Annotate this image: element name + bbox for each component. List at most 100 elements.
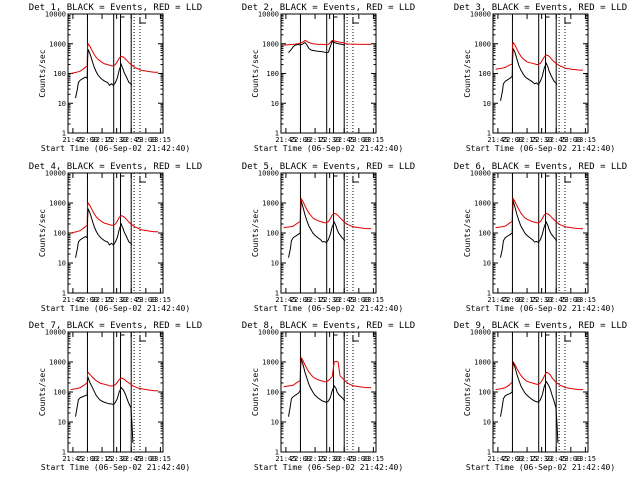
x-tick-label: 22:30 <box>319 455 340 463</box>
y-axis-label: Counts/sec <box>463 368 472 416</box>
y-tick-label: 100 <box>53 70 66 78</box>
y-tick-label: 1000 <box>474 359 491 367</box>
detector-panel-8: Det 8, BLACK = Events, RED = LLD 1 10 100 10… <box>242 321 415 472</box>
marker-flag <box>564 176 571 183</box>
x-tick-label: 21:45 <box>62 455 83 463</box>
lld-series-line <box>495 197 584 230</box>
lld-series-line <box>283 39 372 46</box>
plot-frame <box>67 172 164 294</box>
y-tick-label: 100 <box>478 230 491 238</box>
x-tick-label: 22:45 <box>546 136 567 144</box>
plot-frame <box>67 331 164 453</box>
events-series-line <box>75 208 133 258</box>
x-tick-label: 22:15 <box>92 296 113 304</box>
plot-frame <box>492 172 589 294</box>
y-tick-label: 10000 <box>470 11 491 19</box>
lld-series-line <box>283 356 372 389</box>
x-axis-label: Start Time (06-Sep-02 21:42:40) <box>466 463 615 472</box>
y-tick-label: 10 <box>483 419 491 427</box>
marker-flag <box>139 335 146 342</box>
x-tick-label: 23:00 <box>348 136 369 144</box>
y-tick-label: 10 <box>271 260 279 268</box>
y-tick-label: 100 <box>266 389 279 397</box>
y-tick-label: 10000 <box>258 329 279 337</box>
x-tick-label: 22:30 <box>319 136 340 144</box>
x-tick-label: 23:00 <box>348 455 369 463</box>
y-tick-label: 10 <box>483 260 491 268</box>
y-tick-label: 1 <box>275 290 279 298</box>
x-tick-label: 23:15 <box>575 296 596 304</box>
events-series-line <box>500 48 558 101</box>
plot-frame <box>492 331 589 453</box>
x-tick-label: 22:30 <box>531 136 552 144</box>
plot-frame <box>280 13 377 134</box>
panel-title: Det 8, BLACK = Events, RED = LLD <box>242 321 415 331</box>
y-tick-label: 10000 <box>258 11 279 19</box>
x-tick-label: 22:15 <box>92 455 113 463</box>
x-tick-label: 22:45 <box>121 296 142 304</box>
marker-flag <box>139 176 146 183</box>
x-tick-label: 22:15 <box>305 455 326 463</box>
detector-panel-6: Det 6, BLACK = Events, RED = LLD 1 10 100 10… <box>454 162 627 313</box>
x-tick-label: 22:00 <box>502 296 523 304</box>
x-tick-label: 23:00 <box>560 455 581 463</box>
events-series-line <box>288 358 346 417</box>
y-axis-label: Counts/sec <box>463 209 472 257</box>
y-tick-label: 10000 <box>45 11 66 19</box>
x-tick-label: 21:45 <box>62 136 83 144</box>
x-tick-label: 21:45 <box>275 136 296 144</box>
y-tick-label: 1 <box>487 130 491 138</box>
y-tick-label: 10000 <box>258 170 279 178</box>
plot-frame <box>280 331 377 453</box>
x-tick-label: 21:45 <box>62 296 83 304</box>
x-tick-label: 23:15 <box>363 136 384 144</box>
lld-series-line <box>495 360 584 391</box>
x-tick-label: 22:45 <box>546 455 567 463</box>
plot-frame <box>67 13 164 134</box>
x-tick-label: 22:15 <box>517 455 538 463</box>
marker-flag <box>352 335 359 342</box>
detector-panel-1: Det 1, BLACK = Events, RED = LLD 1 10 100 10… <box>29 3 202 153</box>
x-tick-label: 22:15 <box>305 296 326 304</box>
x-tick-label: 23:15 <box>150 136 171 144</box>
y-tick-label: 1000 <box>262 200 279 208</box>
marker-flag <box>564 335 571 342</box>
y-tick-label: 10 <box>483 100 491 108</box>
y-axis-label: Counts/sec <box>38 49 47 97</box>
x-tick-label: 22:00 <box>502 455 523 463</box>
detector-panel-5: Det 5, BLACK = Events, RED = LLD 1 10 100 10… <box>242 162 415 313</box>
x-axis-label: Start Time (06-Sep-02 21:42:40) <box>41 144 190 153</box>
x-tick-label: 22:00 <box>77 455 98 463</box>
y-tick-label: 100 <box>266 230 279 238</box>
y-tick-label: 100 <box>53 230 66 238</box>
y-tick-label: 1000 <box>262 359 279 367</box>
y-tick-label: 1 <box>62 449 66 457</box>
panel-title: Det 3, BLACK = Events, RED = LLD <box>454 3 627 13</box>
x-tick-label: 22:45 <box>334 455 355 463</box>
panel-title: Det 4, BLACK = Events, RED = LLD <box>29 162 202 172</box>
x-tick-label: 23:00 <box>135 296 156 304</box>
x-tick-label: 21:45 <box>487 296 508 304</box>
x-axis-label: Start Time (06-Sep-02 21:42:40) <box>254 463 403 472</box>
x-tick-label: 22:00 <box>77 296 98 304</box>
y-axis-label: Counts/sec <box>38 368 47 416</box>
panel-title: Det 2, BLACK = Events, RED = LLD <box>242 3 415 13</box>
y-tick-label: 100 <box>478 70 491 78</box>
marker-flag <box>139 17 146 24</box>
y-tick-label: 1 <box>275 449 279 457</box>
lld-series-line <box>70 201 159 234</box>
x-tick-label: 22:45 <box>546 296 567 304</box>
panel-title: Det 1, BLACK = Events, RED = LLD <box>29 3 202 13</box>
x-tick-label: 23:00 <box>135 136 156 144</box>
y-axis-label: Counts/sec <box>251 209 260 257</box>
x-tick-label: 22:00 <box>290 455 311 463</box>
y-tick-label: 10000 <box>45 329 66 337</box>
x-axis-label: Start Time (06-Sep-02 21:42:40) <box>466 304 615 313</box>
x-tick-label: 23:00 <box>560 296 581 304</box>
y-tick-label: 1000 <box>474 40 491 48</box>
x-tick-label: 22:00 <box>77 136 98 144</box>
y-tick-label: 10 <box>58 260 66 268</box>
y-axis-label: Counts/sec <box>251 49 260 97</box>
y-tick-label: 100 <box>266 70 279 78</box>
y-tick-label: 1000 <box>474 200 491 208</box>
